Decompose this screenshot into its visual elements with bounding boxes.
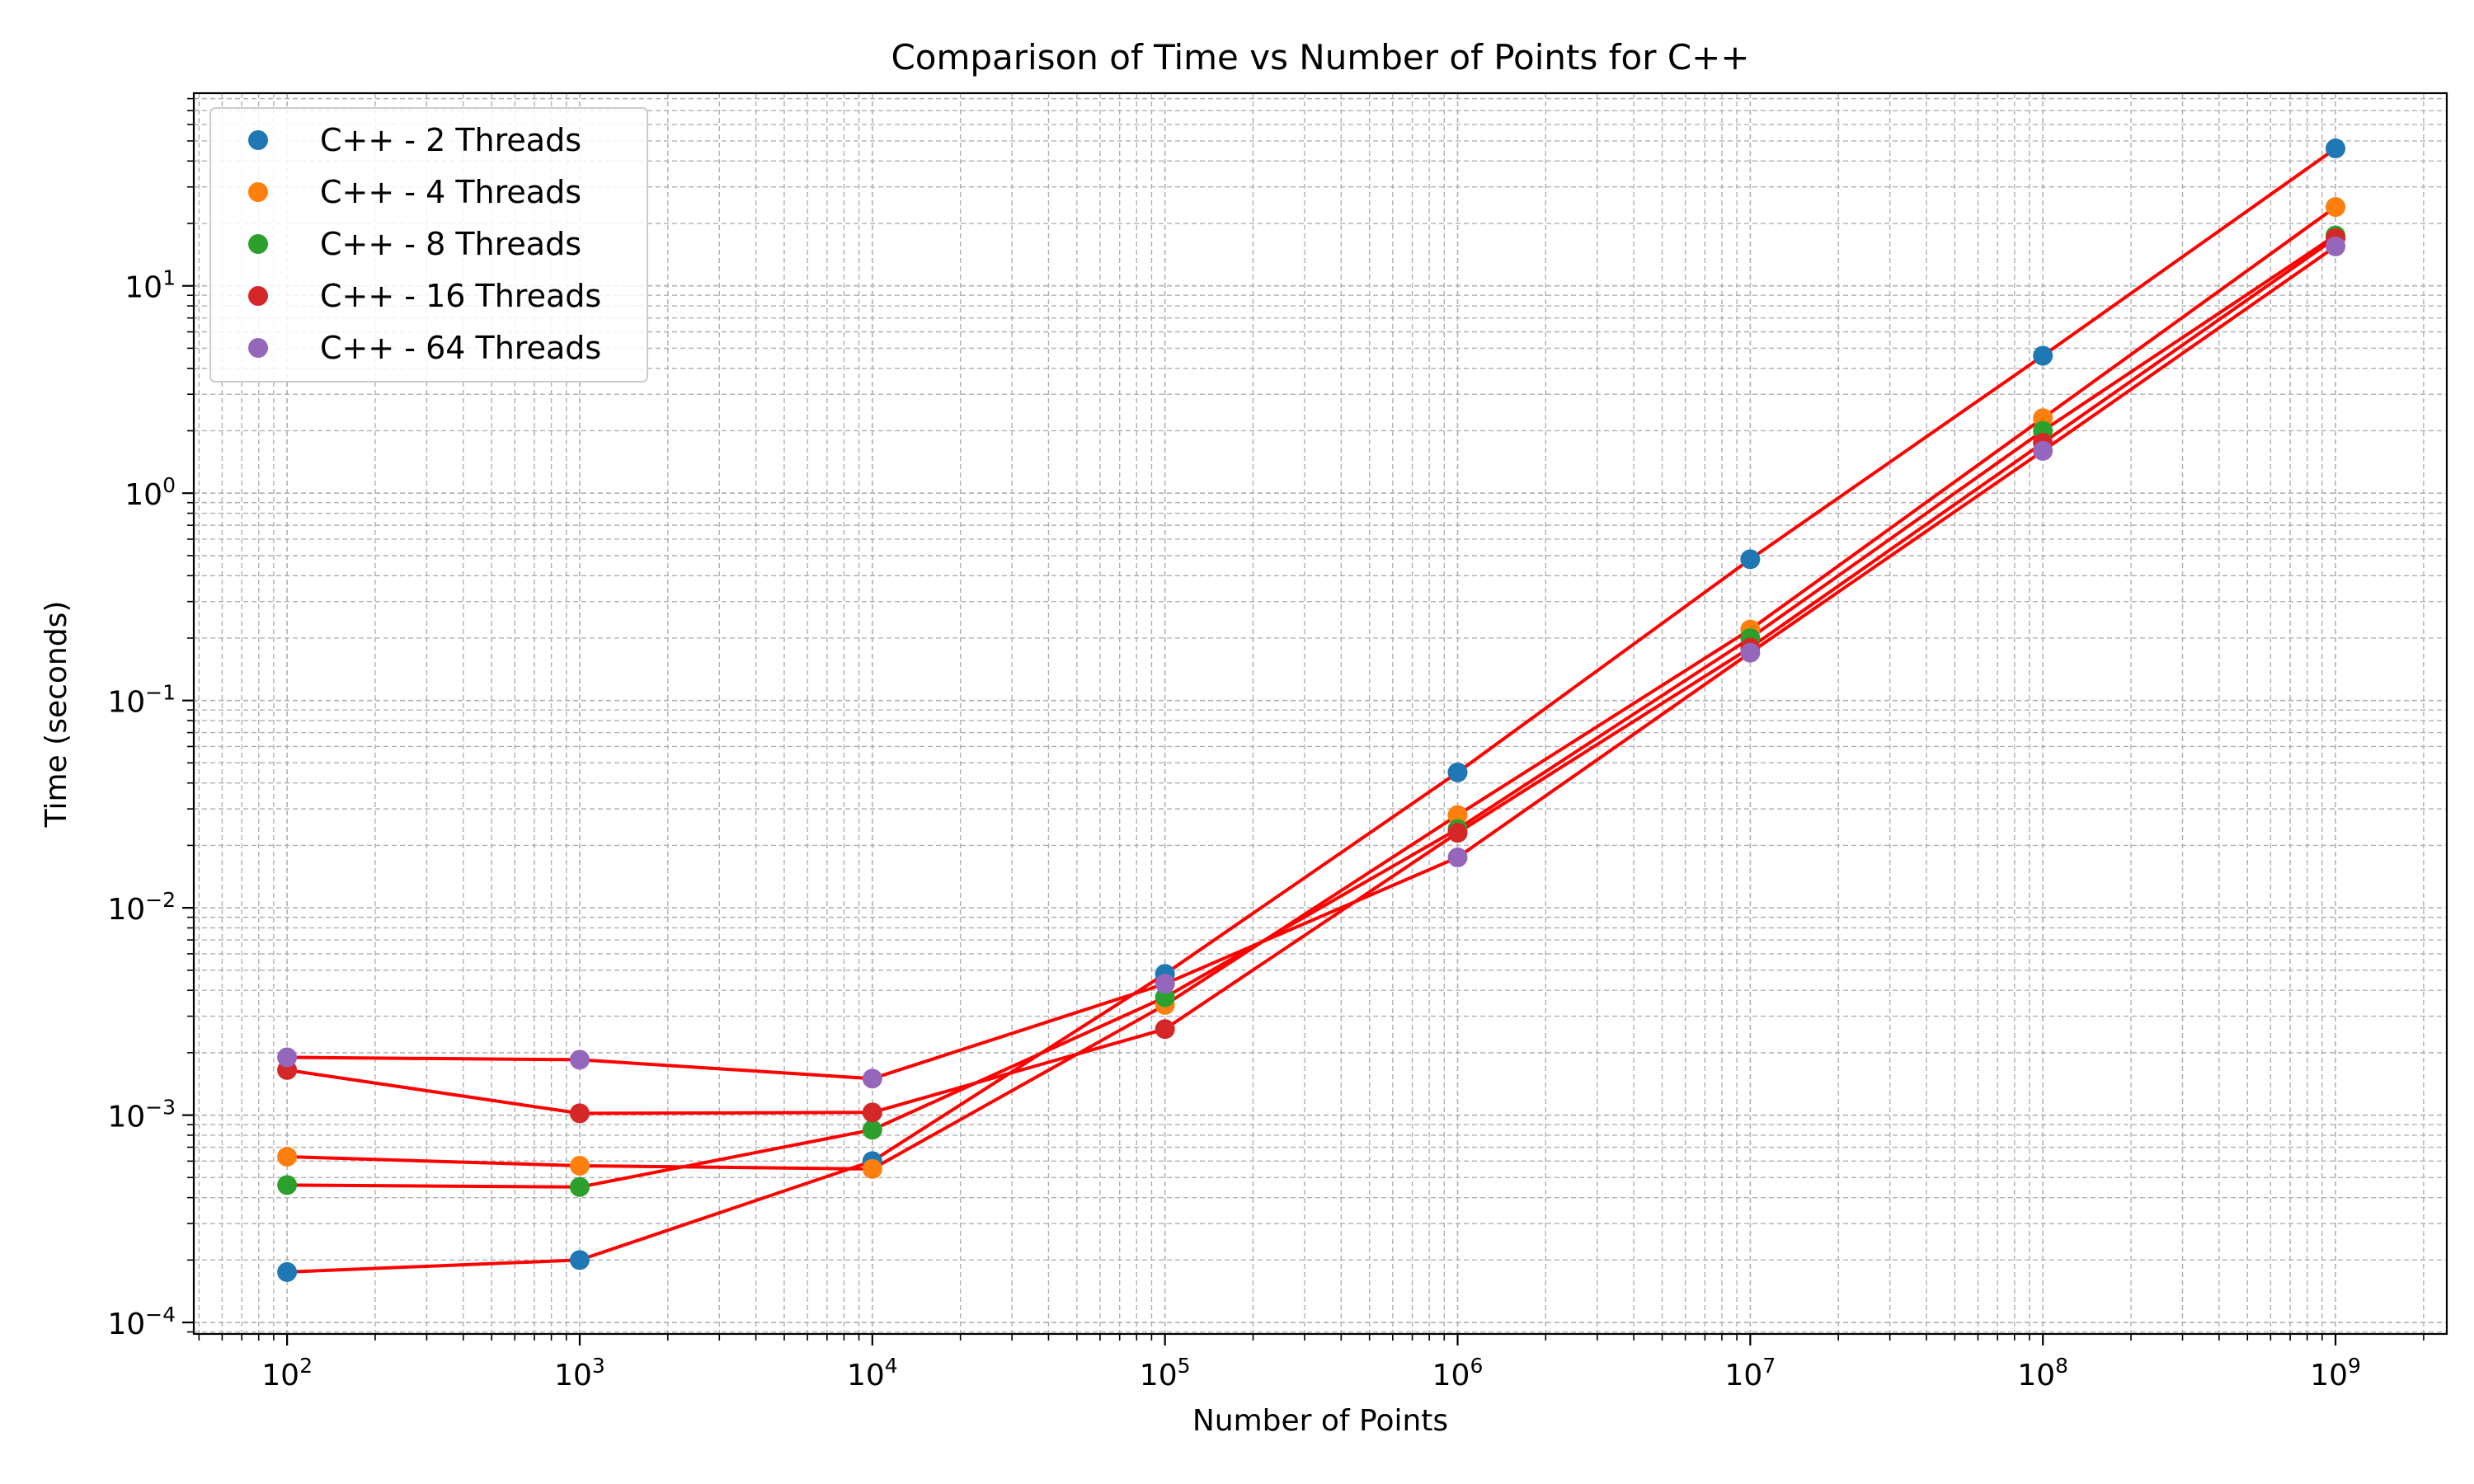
chart-title: Comparison of Time vs Number of Points f… [891, 37, 1749, 77]
x-tick-label: 108 [2017, 1354, 2068, 1392]
data-points [277, 139, 2346, 1282]
data-point-series-2 [862, 1158, 882, 1179]
series-lines [286, 147, 2337, 1274]
data-point-series-5 [862, 1068, 882, 1089]
data-point-series-4 [862, 1102, 882, 1123]
x-axis-label: Number of Points [1192, 1404, 1448, 1438]
x-tick-label: 106 [1432, 1354, 1484, 1392]
data-point-series-5 [277, 1047, 298, 1068]
data-point-series-3 [569, 1176, 590, 1197]
series-line-2 [287, 205, 2337, 1171]
data-point-series-5 [2326, 236, 2346, 256]
legend-label: C++ - 4 Threads [320, 174, 581, 210]
data-point-series-3 [862, 1120, 882, 1140]
y-tick-label: 10−1 [107, 681, 176, 720]
data-point-series-1 [1740, 549, 1761, 570]
series-line-3 [287, 233, 2337, 1189]
data-point-series-1 [1447, 762, 1468, 782]
y-axis-label: Time (seconds) [40, 601, 73, 829]
data-point-series-3 [277, 1175, 298, 1195]
data-point-series-3 [1155, 987, 1175, 1007]
legend-marker [248, 234, 268, 254]
x-tick-label: 105 [1140, 1354, 1191, 1392]
legend-marker [248, 130, 268, 150]
data-point-series-1 [277, 1261, 298, 1282]
y-tick-label: 101 [125, 266, 176, 305]
data-point-series-2 [2326, 197, 2346, 218]
data-point-series-4 [1155, 1019, 1175, 1040]
y-tick-label: 100 [125, 473, 176, 512]
series-line-4 [286, 237, 2337, 1115]
data-point-series-1 [2033, 345, 2053, 366]
series-line-5 [287, 245, 2337, 1081]
plot-area-frame [192, 92, 2448, 1336]
legend-label: C++ - 64 Threads [320, 330, 601, 366]
legend-label: C++ - 16 Threads [320, 278, 601, 314]
x-tick-label: 109 [2310, 1354, 2361, 1392]
data-point-series-5 [2033, 440, 2053, 461]
data-point-series-2 [569, 1155, 590, 1176]
legend-label: C++ - 2 Threads [320, 122, 581, 158]
y-tick-label: 10−3 [107, 1096, 176, 1134]
data-point-series-4 [569, 1103, 590, 1124]
data-point-series-1 [2326, 139, 2346, 159]
legend-label: C++ - 8 Threads [320, 226, 581, 262]
series-line-1 [287, 147, 2337, 1274]
data-point-series-5 [569, 1050, 590, 1070]
data-point-series-1 [569, 1250, 590, 1270]
legend-marker [248, 286, 268, 306]
legend-marker [248, 338, 268, 358]
y-tick-label: 10−4 [107, 1303, 176, 1341]
legend-frame [209, 107, 648, 383]
legend-marker [248, 182, 268, 202]
axis-ticks: 102 103 104 105 106 107 108 109 10−4 10−3 10−2 10−1… [107, 97, 2425, 1392]
data-point-series-5 [1155, 974, 1175, 994]
legend: C++ - 2 Threads C++ - 4 Threads C++ - 8 Th… [209, 107, 648, 383]
x-tick-label: 107 [1725, 1354, 1776, 1392]
data-point-series-5 [1740, 642, 1761, 663]
data-point-series-4 [1447, 823, 1468, 843]
data-point-series-2 [277, 1147, 298, 1167]
x-tick-label: 103 [554, 1354, 605, 1392]
x-tick-label: 104 [847, 1354, 898, 1392]
data-point-series-2 [1447, 805, 1468, 825]
y-tick-label: 10−2 [107, 888, 176, 927]
data-point-series-5 [1447, 847, 1468, 867]
x-tick-label: 102 [261, 1354, 313, 1392]
